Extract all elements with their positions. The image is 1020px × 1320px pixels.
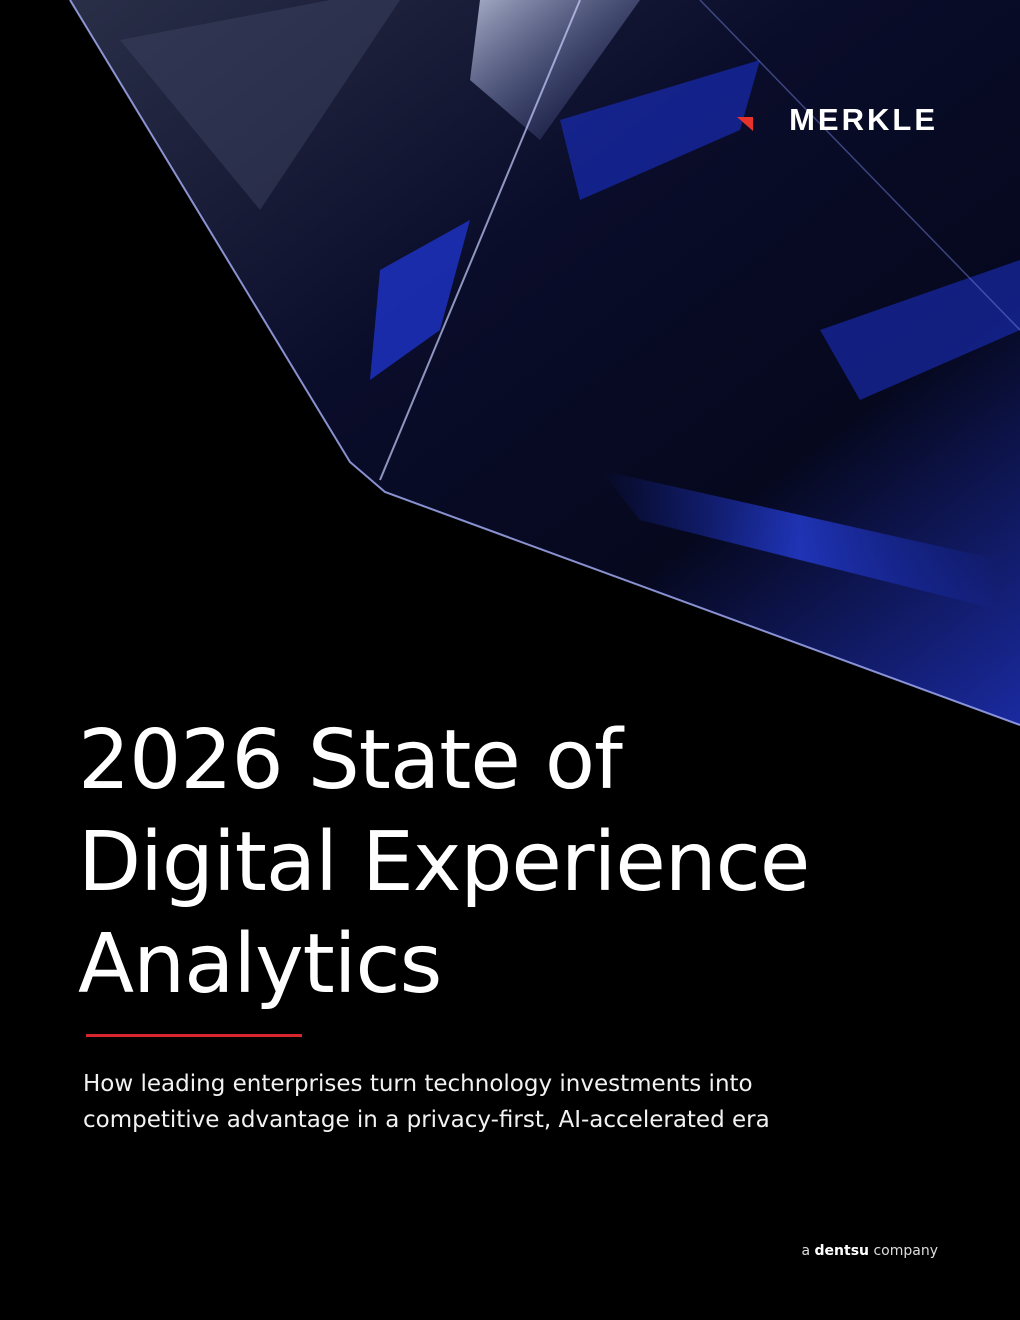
blue-reflection [560,60,760,200]
crystal-edge [69,0,1020,726]
blue-reflection [370,220,470,380]
brand-logo: MERKLE [789,102,938,137]
footer-suffix: company [873,1243,938,1259]
subtitle: How leading enterprises turn technology … [83,1066,770,1138]
title-line: Analytics [78,917,442,1012]
crystal-facet [470,0,640,140]
title-line: 2026 State of [78,713,623,808]
blue-reflection [600,470,1000,610]
blue-reflection [820,260,1020,400]
title: 2026 State of Digital Experience Analyti… [78,710,810,1016]
crystal-edge [379,0,581,481]
subtitle-line: competitive advantage in a privacy-first… [83,1107,770,1133]
cover-art [69,0,1020,726]
footer: a dentsu company [801,1243,938,1259]
crystal-facet [120,0,400,210]
divider [86,1034,302,1037]
footer-company: dentsu [814,1243,870,1259]
brand-mark [737,117,753,131]
footer-prefix: a [801,1243,811,1259]
title-line: Digital Experience [78,815,810,910]
subtitle-line: How leading enterprises turn technology … [83,1071,753,1097]
crystal-edge [699,0,1020,331]
